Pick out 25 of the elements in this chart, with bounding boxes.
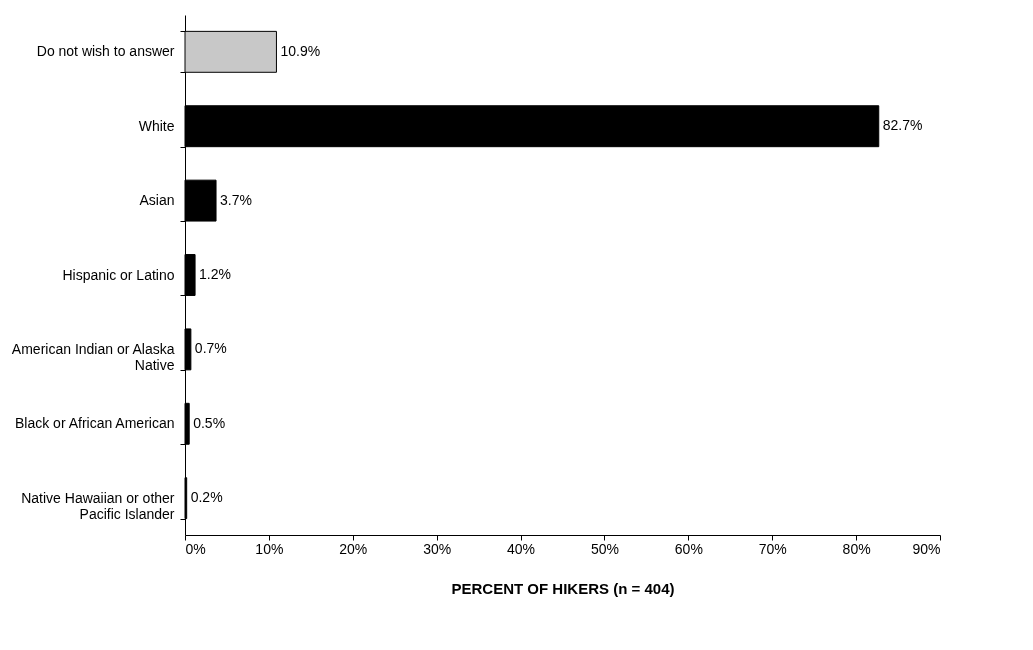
x-tick-label: 60% bbox=[674, 540, 703, 557]
x-axis-title: PERCENT OF HIKERS (n = 404) bbox=[451, 579, 675, 597]
data-label: 3.7% bbox=[220, 191, 252, 208]
x-tick-label: 20% bbox=[339, 540, 368, 557]
y-tick-label: Hispanic or Latino bbox=[62, 266, 175, 283]
data-label: 0.7% bbox=[194, 340, 227, 357]
data-label: 1.2% bbox=[199, 266, 231, 282]
x-tick-label: 70% bbox=[758, 540, 787, 557]
y-tick-label: Asian bbox=[139, 192, 175, 209]
data-label: 82.7% bbox=[882, 117, 923, 134]
data-label: 0.2% bbox=[190, 489, 223, 506]
x-tick-label: 40% bbox=[507, 540, 536, 557]
y-tick-label: Do not wish to answer bbox=[36, 43, 175, 60]
y-tick-label: Native Hawaiian or other Pacific Islander bbox=[21, 489, 175, 522]
y-tick-label: American Indian or Alaska Native bbox=[11, 340, 175, 373]
x-tick-label: 0% bbox=[185, 540, 206, 557]
x-tick-label: 80% bbox=[842, 540, 871, 557]
x-tick-label: 30% bbox=[423, 540, 452, 557]
data-label: 10.9% bbox=[280, 42, 321, 59]
x-tick-label: 50% bbox=[590, 540, 619, 557]
x-tick-label: 10% bbox=[255, 540, 284, 557]
x-tick-label: 90% bbox=[912, 540, 941, 557]
y-tick-label: Black or African American bbox=[14, 415, 175, 432]
data-label: 0.5% bbox=[193, 414, 226, 431]
y-tick-label: White bbox=[138, 117, 175, 134]
